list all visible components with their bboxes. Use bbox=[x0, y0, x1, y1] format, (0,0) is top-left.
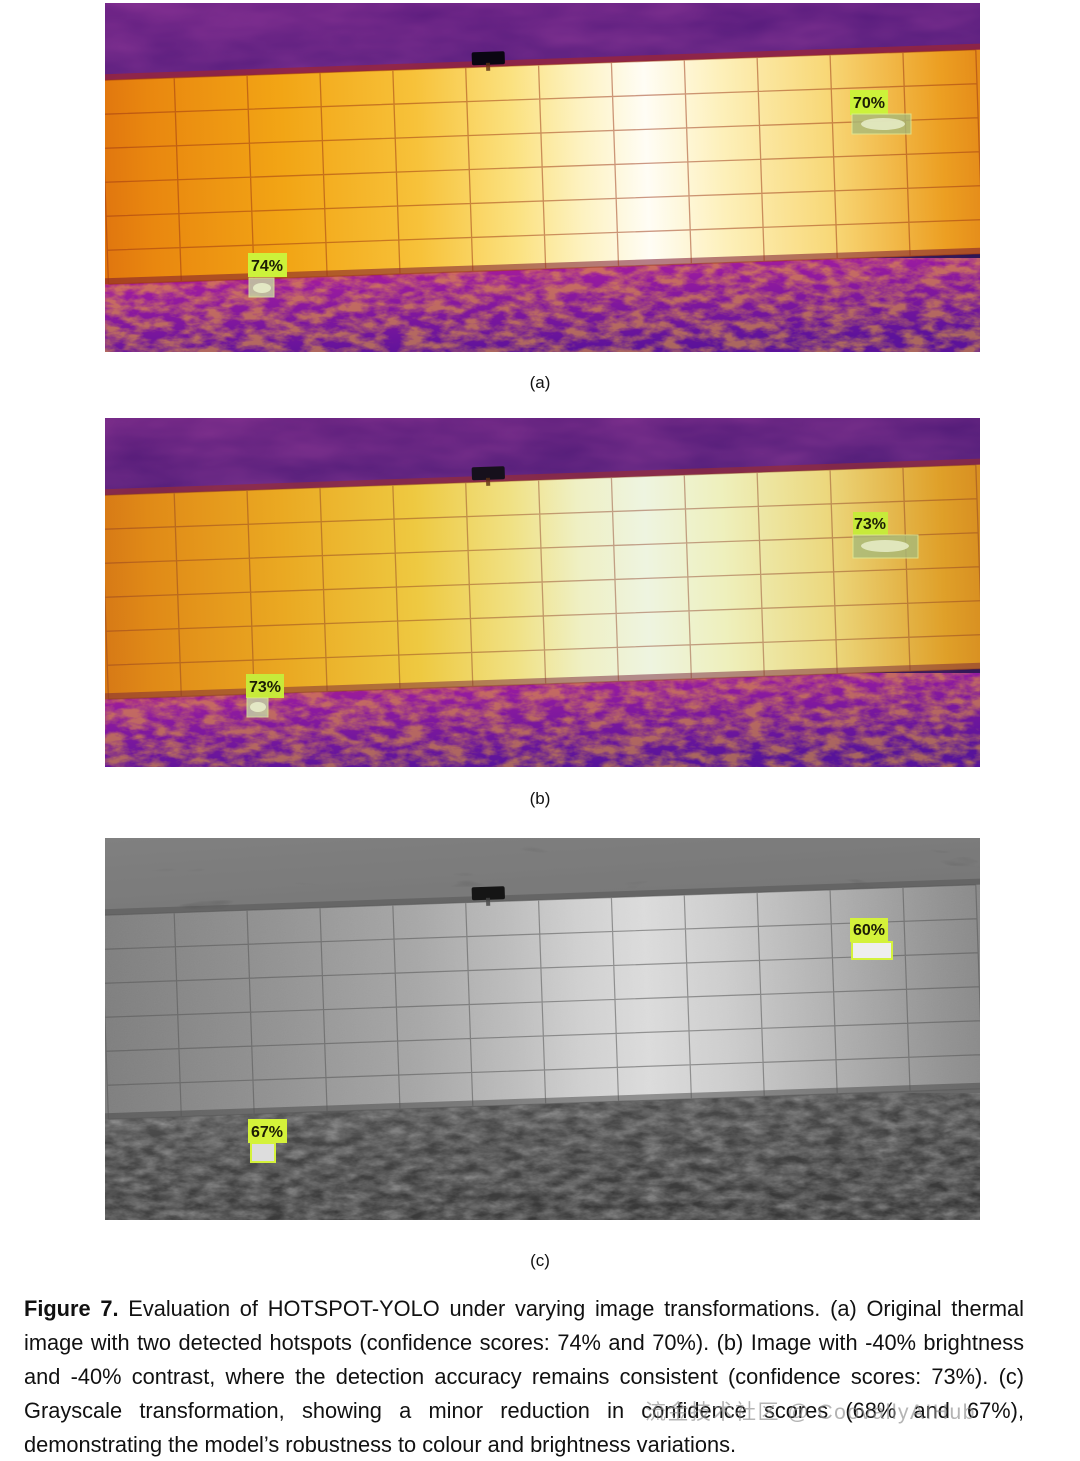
svg-text:67%: 67% bbox=[251, 1124, 283, 1141]
svg-text:73%: 73% bbox=[854, 516, 886, 533]
svg-text:60%: 60% bbox=[853, 922, 885, 939]
svg-text:70%: 70% bbox=[853, 95, 885, 112]
svg-text:74%: 74% bbox=[251, 258, 283, 275]
svg-text:73%: 73% bbox=[249, 679, 281, 696]
